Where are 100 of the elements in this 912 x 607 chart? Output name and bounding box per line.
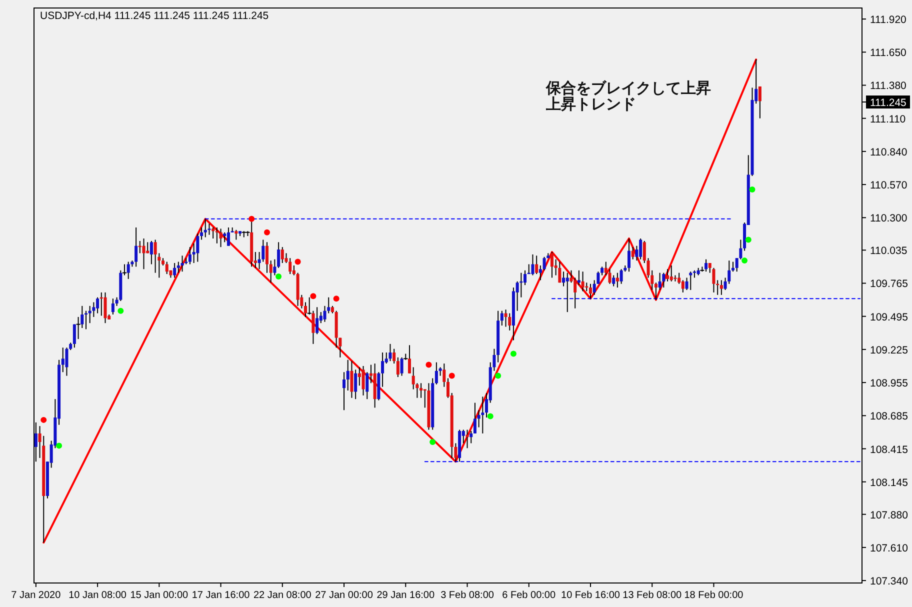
y-tick-label: 110.570 bbox=[870, 180, 908, 192]
point bbox=[745, 236, 752, 243]
candlestick bbox=[219, 228, 222, 248]
candlestick bbox=[212, 226, 215, 239]
candlestick bbox=[562, 271, 566, 287]
candlestick bbox=[292, 264, 296, 276]
x-tick-label: 29 Jan 16:00 bbox=[376, 590, 435, 601]
point bbox=[294, 258, 301, 265]
candlestick bbox=[581, 271, 584, 292]
candlestick bbox=[204, 218, 207, 238]
x-tick-label: 10 Jan 08:00 bbox=[68, 590, 127, 601]
candlestick bbox=[500, 310, 504, 326]
line-series bbox=[42, 58, 758, 544]
candlestick bbox=[176, 261, 180, 274]
candlestick bbox=[654, 282, 658, 300]
candlestick bbox=[420, 382, 423, 398]
x-tick-label: 6 Feb 00:00 bbox=[502, 590, 556, 601]
candlestick bbox=[65, 347, 68, 376]
point bbox=[310, 293, 316, 300]
point bbox=[56, 442, 62, 449]
candlestick bbox=[616, 272, 619, 288]
x-tick-label: 22 Jan 08:00 bbox=[253, 590, 312, 601]
candlestick bbox=[620, 268, 623, 284]
y-tick-label: 108.415 bbox=[870, 444, 908, 456]
x-tick-label: 10 Feb 16:00 bbox=[561, 590, 620, 601]
candlestick bbox=[588, 283, 592, 300]
candlestick bbox=[538, 264, 542, 281]
candlestick bbox=[173, 262, 176, 278]
candlestick bbox=[226, 226, 230, 246]
candlestick bbox=[280, 246, 284, 264]
candlestick bbox=[642, 240, 646, 264]
candlestick bbox=[350, 360, 354, 398]
y-tick-label: 108.145 bbox=[870, 476, 908, 489]
point bbox=[333, 296, 340, 302]
candlestick bbox=[304, 302, 308, 318]
point bbox=[749, 186, 756, 192]
candlestick bbox=[434, 362, 438, 385]
candlestick bbox=[481, 396, 484, 434]
point bbox=[118, 308, 124, 314]
y-tick-label: 108.685 bbox=[870, 410, 908, 423]
point bbox=[426, 362, 432, 368]
y-tick-label: 107.340 bbox=[870, 576, 908, 588]
candlestick bbox=[666, 268, 670, 282]
candlestick bbox=[396, 356, 400, 378]
candlestick bbox=[316, 306, 319, 335]
candlestick bbox=[96, 296, 100, 314]
candlestick bbox=[381, 352, 384, 388]
y-tick-label: 110.035 bbox=[870, 245, 908, 258]
candlestick bbox=[200, 226, 204, 240]
candlestick bbox=[188, 246, 192, 265]
chart-title: USDJPY-cd,H4 111.245 111.245 111.245 111.245 bbox=[40, 10, 269, 22]
candlestick bbox=[342, 372, 346, 411]
y-tick-label: 110.300 bbox=[870, 212, 908, 225]
candlestick bbox=[550, 251, 554, 278]
candlestick bbox=[266, 242, 268, 274]
candlestick bbox=[658, 272, 662, 290]
y-tick-label: 111.650 bbox=[870, 47, 907, 60]
candlestick bbox=[277, 242, 280, 268]
x-tick-label: 18 Feb 00:00 bbox=[684, 590, 744, 601]
candlestick bbox=[223, 232, 226, 243]
y-tick-label: 109.225 bbox=[870, 344, 908, 356]
candlestick bbox=[662, 272, 666, 288]
candlestick bbox=[558, 261, 562, 284]
point bbox=[430, 439, 436, 446]
x-tick-label: 7 Jan 2020 bbox=[11, 590, 62, 601]
candlestick bbox=[689, 271, 692, 290]
candlestick bbox=[273, 258, 276, 276]
candlestick bbox=[639, 238, 642, 260]
candlestick bbox=[208, 223, 211, 236]
y-tick-label: 111.110 bbox=[870, 113, 906, 126]
candlestick bbox=[362, 366, 365, 396]
candlestick bbox=[631, 246, 634, 260]
candlestick bbox=[628, 238, 630, 272]
candlestick bbox=[154, 239, 157, 274]
candlestick bbox=[126, 261, 130, 280]
candlestick bbox=[269, 260, 272, 284]
candlestick bbox=[731, 261, 734, 272]
candlestick bbox=[604, 261, 608, 276]
candlestick bbox=[346, 359, 350, 392]
candlestick bbox=[466, 429, 469, 449]
candlestick bbox=[354, 369, 358, 400]
candlestick bbox=[215, 226, 218, 244]
x-tick-label: 15 Jan 00:00 bbox=[130, 590, 189, 601]
candlestick bbox=[473, 402, 476, 434]
candlestick bbox=[400, 356, 404, 376]
x-tick-label: 13 Feb 08:00 bbox=[622, 590, 682, 601]
candlestick bbox=[574, 277, 577, 309]
point bbox=[742, 258, 748, 264]
x-tick-label: 27 Jan 00:00 bbox=[315, 590, 374, 601]
candlestick bbox=[758, 86, 762, 119]
y-tick-label: 111.380 bbox=[870, 80, 907, 92]
candlestick bbox=[234, 229, 238, 240]
candlestick bbox=[408, 344, 411, 374]
point bbox=[276, 274, 282, 280]
candlestick bbox=[720, 280, 723, 296]
point bbox=[40, 416, 47, 423]
candlestick bbox=[111, 298, 114, 315]
candlestick bbox=[531, 254, 534, 276]
candlestick bbox=[504, 309, 508, 328]
candlestick bbox=[542, 256, 546, 271]
